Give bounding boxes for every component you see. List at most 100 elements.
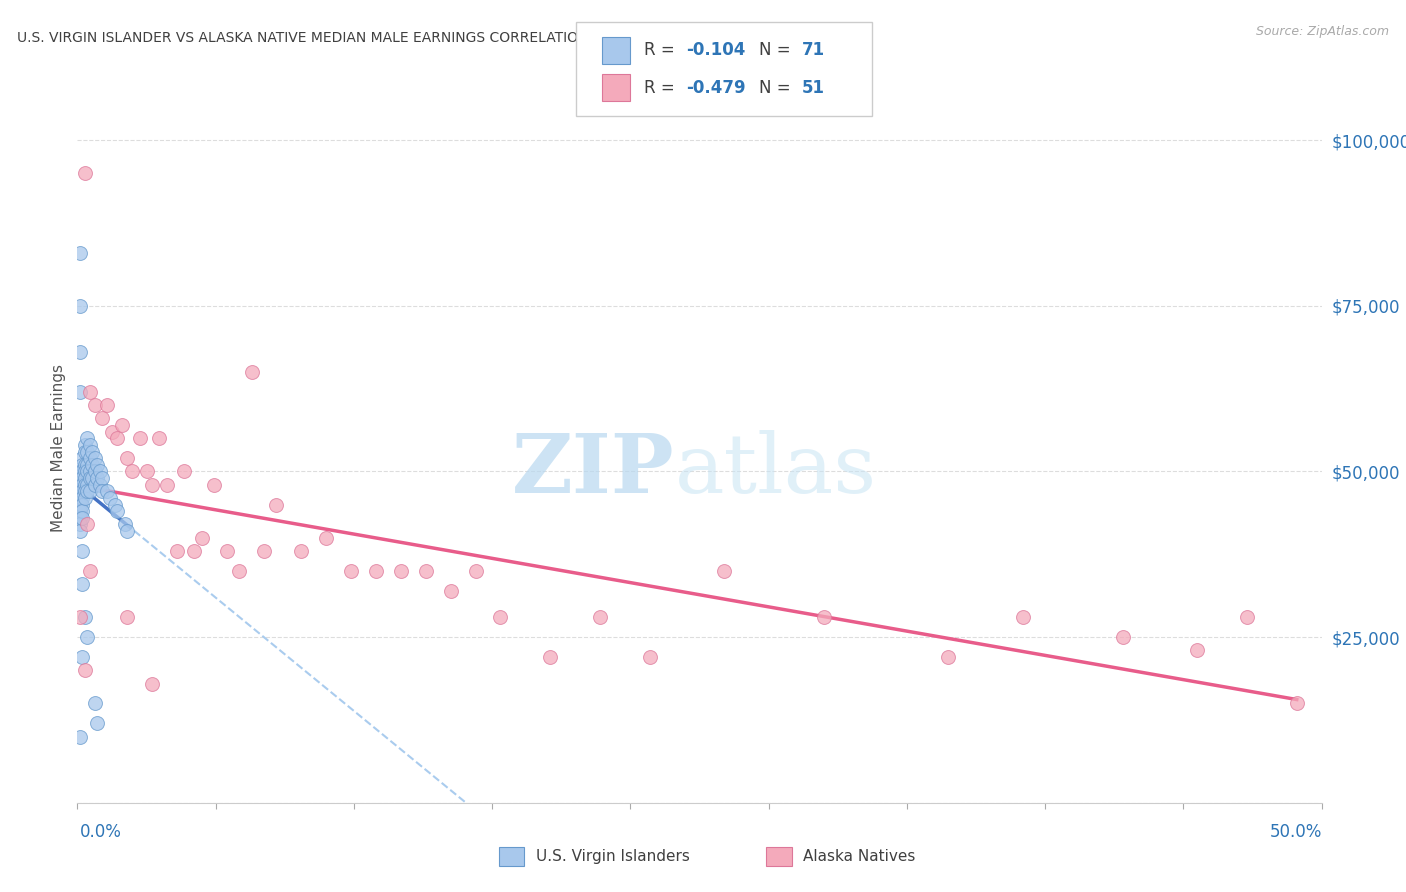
Point: [1285, 697, 1308, 711]
Text: 50.0%: 50.0%: [1270, 823, 1322, 841]
Point: [72, 511, 94, 525]
Point: [91, 411, 114, 425]
Point: [938, 650, 960, 665]
Point: [141, 477, 163, 491]
Point: [73, 438, 96, 452]
Point: [69, 299, 91, 313]
Point: [136, 465, 159, 479]
Point: [202, 477, 225, 491]
Point: [73, 471, 96, 485]
Text: U.S. Virgin Islanders: U.S. Virgin Islanders: [536, 849, 689, 863]
Point: [72, 544, 94, 558]
Text: R =: R =: [644, 42, 681, 60]
Point: [73, 491, 96, 505]
Text: 0.0%: 0.0%: [80, 823, 122, 841]
Point: [76, 431, 98, 445]
Point: [69, 524, 91, 538]
Point: [1111, 630, 1133, 644]
Point: [79, 384, 101, 399]
Point: [73, 166, 96, 180]
Point: [69, 498, 91, 512]
Text: -0.479: -0.479: [686, 78, 745, 96]
Point: [79, 451, 101, 466]
Point: [69, 517, 91, 532]
Point: [89, 465, 111, 479]
Point: [72, 477, 94, 491]
Point: [266, 498, 288, 512]
Point: [105, 504, 128, 518]
Point: [86, 716, 108, 731]
Text: 71: 71: [801, 42, 824, 60]
Point: [1236, 610, 1258, 624]
Point: [166, 544, 188, 558]
Point: [173, 465, 195, 479]
Point: [315, 531, 337, 545]
Point: [82, 444, 104, 458]
Point: [73, 465, 96, 479]
Point: [191, 531, 214, 545]
Point: [290, 544, 312, 558]
Point: [115, 524, 138, 538]
Point: [86, 458, 108, 472]
Point: [440, 583, 463, 598]
Point: [82, 458, 104, 472]
Point: [121, 465, 143, 479]
Point: [101, 425, 124, 439]
Point: [364, 564, 387, 578]
Point: [538, 650, 561, 665]
Point: [253, 544, 276, 558]
Y-axis label: Median Male Earnings: Median Male Earnings: [51, 364, 66, 533]
Point: [69, 730, 91, 744]
Point: [111, 417, 134, 432]
Point: [76, 444, 98, 458]
Point: [73, 663, 96, 677]
Point: [69, 345, 91, 359]
Point: [115, 610, 138, 624]
Point: [91, 471, 114, 485]
Point: [96, 484, 118, 499]
Point: [79, 564, 101, 578]
Point: [83, 697, 105, 711]
Point: [228, 564, 250, 578]
Point: [115, 451, 138, 466]
Point: [72, 484, 94, 499]
Point: [69, 511, 91, 525]
Point: [215, 544, 238, 558]
Point: [72, 504, 94, 518]
Point: [83, 465, 105, 479]
Point: [69, 491, 91, 505]
Point: [240, 365, 263, 379]
Point: [72, 498, 94, 512]
Point: [638, 650, 661, 665]
Point: [91, 484, 114, 499]
Point: [72, 491, 94, 505]
Point: [76, 458, 98, 472]
Point: [589, 610, 612, 624]
Point: [79, 484, 101, 499]
Point: [76, 630, 98, 644]
Point: [79, 465, 101, 479]
Text: 51: 51: [801, 78, 824, 96]
Point: [69, 245, 91, 260]
Point: [76, 517, 98, 532]
Point: [464, 564, 486, 578]
Text: atlas: atlas: [675, 430, 877, 509]
Point: [96, 398, 118, 412]
Point: [1012, 610, 1035, 624]
Point: [82, 471, 104, 485]
Point: [72, 451, 94, 466]
Point: [713, 564, 735, 578]
Point: [1187, 643, 1209, 657]
Point: [69, 610, 91, 624]
Point: [72, 650, 94, 665]
Point: [79, 471, 101, 485]
Text: -0.104: -0.104: [686, 42, 745, 60]
Point: [69, 477, 91, 491]
Point: [389, 564, 412, 578]
Point: [141, 676, 163, 690]
Text: Alaska Natives: Alaska Natives: [803, 849, 915, 863]
Text: R =: R =: [644, 78, 681, 96]
Point: [148, 431, 170, 445]
Point: [83, 451, 105, 466]
Point: [104, 498, 127, 512]
